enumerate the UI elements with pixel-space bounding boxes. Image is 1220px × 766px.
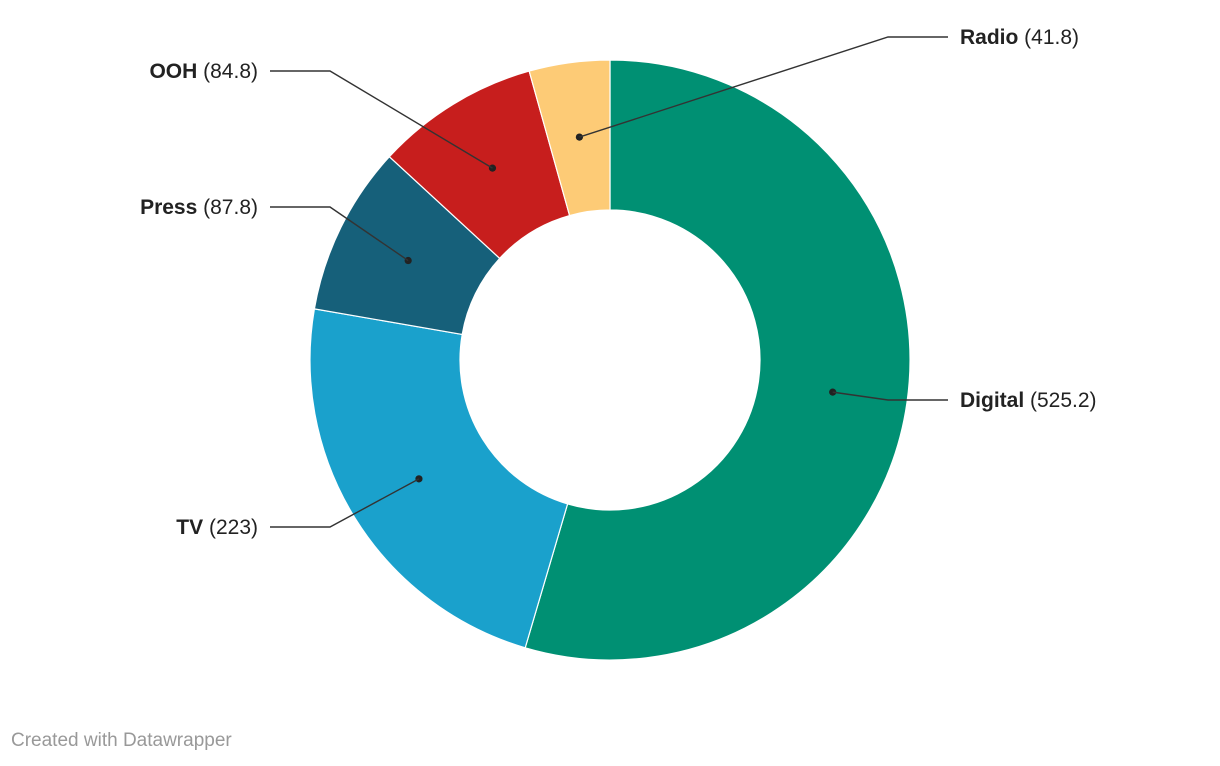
slice-label-radio: Radio (41.8) bbox=[960, 26, 1079, 49]
slice-label-tv: TV (223) bbox=[176, 516, 258, 539]
leader-line-ooh bbox=[270, 70, 493, 169]
slice-label-value: (41.8) bbox=[1018, 26, 1079, 49]
slice-digital bbox=[524, 59, 911, 661]
slice-label-digital: Digital (525.2) bbox=[960, 389, 1097, 412]
leader-line-tv bbox=[270, 478, 420, 528]
slice-label-value: (525.2) bbox=[1024, 389, 1096, 412]
leader-line-digital bbox=[832, 391, 948, 401]
chart-labels: Digital (525.2) TV (223) Press (87.8) OOH (… bbox=[140, 26, 1096, 539]
leader-line-radio bbox=[579, 36, 948, 138]
chart-slices bbox=[309, 59, 911, 661]
slice-label-name: Radio bbox=[960, 26, 1018, 49]
slice-label-value: (84.8) bbox=[197, 60, 258, 83]
slice-label-name: OOH bbox=[149, 60, 197, 83]
slice-tv bbox=[309, 308, 569, 649]
slice-radio bbox=[528, 59, 611, 217]
slice-label-ooh: OOH (84.8) bbox=[149, 60, 258, 83]
footer-credit: Created with Datawrapper bbox=[11, 730, 232, 751]
leader-line-press bbox=[270, 206, 409, 262]
slice-label-value: (223) bbox=[203, 516, 258, 539]
slice-label-name: Press bbox=[140, 196, 197, 219]
slice-label-press: Press (87.8) bbox=[140, 196, 258, 219]
slice-label-name: TV bbox=[176, 516, 203, 539]
slice-label-value: (87.8) bbox=[197, 196, 258, 219]
slice-label-name: Digital bbox=[960, 389, 1024, 412]
